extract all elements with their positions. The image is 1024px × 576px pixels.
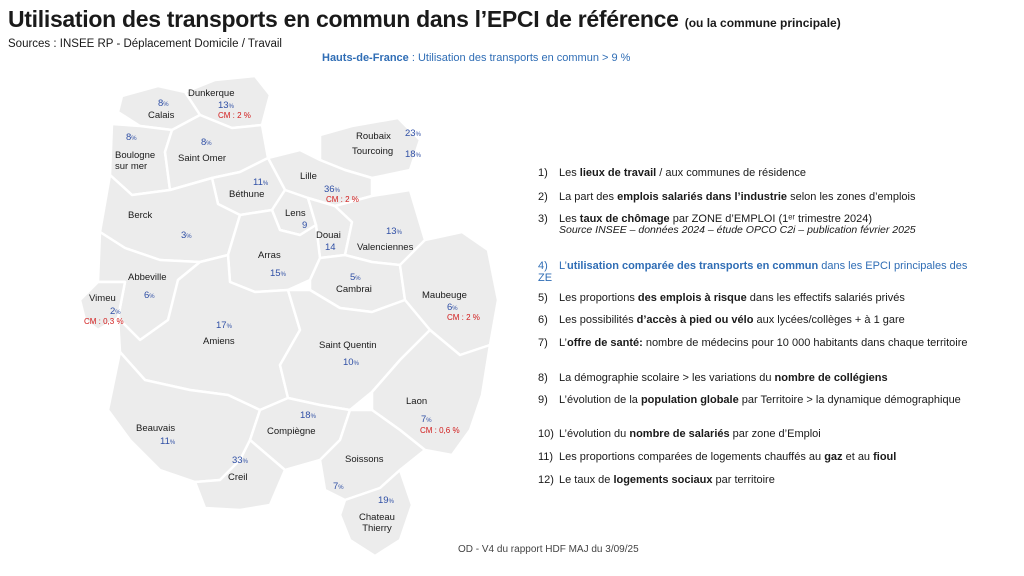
- zone-label: Saint Quentin: [319, 340, 377, 351]
- zone-value: 33%: [232, 455, 248, 466]
- zone-shape-chateau-thierry[interactable]: [338, 468, 414, 558]
- zone-value: 10%: [343, 357, 359, 368]
- list-item[interactable]: 3) Les taux de chômage par ZONE d’EMPLOI …: [538, 213, 968, 236]
- zone-value: 8%: [126, 132, 137, 143]
- list-item[interactable]: 10) L’évolution du nombre de salariés par…: [538, 428, 821, 440]
- region-note: Hauts-de-France : Utilisation des transp…: [322, 52, 630, 64]
- zone-value: 14: [325, 242, 336, 253]
- region-text: : Utilisation des transports en commun >…: [408, 52, 631, 64]
- zone-label: Vimeu: [89, 293, 116, 304]
- zone-label: Béthune: [229, 189, 265, 200]
- zone-cm-value: CM : 2 %: [447, 313, 480, 322]
- zone-value: 8%: [158, 98, 169, 109]
- zone-value: 5%: [350, 272, 361, 283]
- sources-line: Sources : INSEE RP - Déplacement Domicil…: [8, 38, 282, 50]
- zone-value: 6%: [144, 290, 155, 301]
- zone-value: 7%: [421, 414, 432, 425]
- zone-label: Laon: [406, 396, 428, 407]
- zone-value: 11%: [160, 436, 176, 447]
- list-item[interactable]: 2) La part des emplois salariés dans l’in…: [538, 191, 916, 203]
- list-item[interactable]: 11) Les proportions comparées de logement…: [538, 451, 897, 463]
- zone-label: Calais: [148, 110, 175, 121]
- zone-label: Dunkerque: [188, 88, 235, 99]
- zone-value: 6%: [447, 302, 458, 313]
- zone-value: 9: [302, 220, 308, 231]
- zone-value: 15%: [270, 268, 286, 279]
- zone-label: Cambrai: [336, 284, 372, 295]
- zone-value: 23%: [405, 128, 421, 139]
- zone-value: 13%: [218, 100, 234, 111]
- zone-label: Amiens: [203, 336, 235, 347]
- list-item-active[interactable]: 4) L’utilisation comparée des transports …: [538, 260, 968, 284]
- zone-cm-value: CM : 0,6 %: [420, 426, 460, 435]
- zone-value: 13%: [386, 226, 402, 237]
- zone-cm-value: CM : 2 %: [326, 195, 359, 204]
- list-item[interactable]: 6) Les possibilités d’accès à pied ou vél…: [538, 314, 905, 326]
- zone-value: 17%: [216, 320, 232, 331]
- zone-value: 11%: [253, 177, 269, 188]
- zone-label: Beauvais: [136, 423, 176, 434]
- zone-value: 18%: [300, 410, 316, 421]
- zone-value: 18%: [405, 149, 421, 160]
- list-item[interactable]: 1) Les lieux de travail / aux communes de…: [538, 167, 807, 179]
- zone-shape-soissons[interactable]: [318, 408, 427, 502]
- page-title: Utilisation des transports en commun dan…: [8, 6, 841, 33]
- zone-value: 36%: [324, 184, 340, 195]
- zones-map: Dunkerque 13% CM : 2 % 8% Calais 8% Boul…: [78, 74, 500, 558]
- footer-note: OD - V4 du rapport HDF MAJ du 3/09/25: [458, 544, 639, 555]
- zone-label: Creil: [228, 472, 248, 483]
- zone-label: Maubeuge: [422, 290, 467, 301]
- list-item[interactable]: 8) La démographie scolaire > les variatio…: [538, 372, 888, 384]
- zone-label: Berck: [128, 210, 153, 221]
- zone-value: 8%: [201, 137, 212, 148]
- zone-shape-creil[interactable]: [193, 438, 287, 512]
- list-item[interactable]: 9) L’évolution de la population globale p…: [538, 394, 961, 406]
- zone-label: Compiègne: [267, 426, 316, 437]
- zone-label: Valenciennes: [357, 242, 414, 253]
- zone-label: Tourcoing: [352, 146, 394, 157]
- page-title-sub: (ou la commune principale): [684, 16, 841, 30]
- zone-label: Boulogne sur mer: [115, 150, 156, 172]
- zone-value: 2%: [110, 306, 121, 317]
- zone-cm-value: CM : 2 %: [218, 111, 251, 120]
- region-name: Hauts-de-France: [322, 52, 409, 64]
- zone-value: 7%: [333, 481, 344, 492]
- list-item[interactable]: 5) Les proportions des emplois à risque d…: [538, 292, 905, 304]
- zone-cm-value: CM : 0,3 %: [84, 317, 124, 326]
- zones-map-shapes: [78, 74, 500, 558]
- zone-label: Roubaix: [356, 131, 391, 142]
- zone-label: Arras: [258, 250, 281, 261]
- zone-label: Lille: [300, 171, 317, 182]
- zone-label: Soissons: [345, 454, 384, 465]
- list-item[interactable]: 7) L’offre de santé: nombre de médecins p…: [538, 337, 968, 349]
- zone-value: 19%: [378, 495, 394, 506]
- zone-value: 3%: [181, 230, 192, 241]
- zone-label: Saint Omer: [178, 153, 227, 164]
- zone-label: Abbeville: [128, 272, 167, 283]
- page-title-main: Utilisation des transports en commun dan…: [8, 6, 679, 32]
- zone-label: Douai: [316, 230, 341, 241]
- zone-label: Chateau Thierry: [359, 512, 395, 534]
- list-item-note: Source INSEE – données 2024 – étude OPCO…: [559, 224, 916, 236]
- list-item[interactable]: 12) Le taux de logements sociaux par terr…: [538, 474, 775, 486]
- zone-label: Lens: [285, 208, 306, 219]
